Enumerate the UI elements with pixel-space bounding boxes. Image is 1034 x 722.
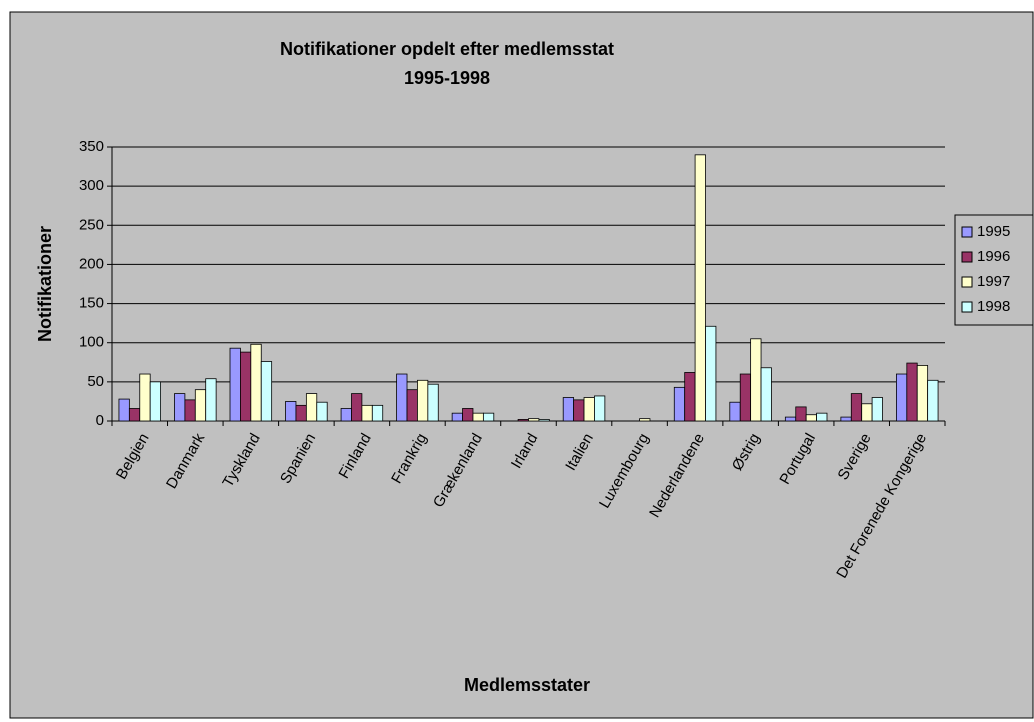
bar [184, 399, 196, 422]
bar [250, 343, 262, 422]
bar [240, 351, 252, 422]
y-axis-title: Notifikationer [35, 226, 55, 342]
bar [285, 401, 297, 422]
bar [573, 399, 585, 422]
bar [673, 386, 686, 422]
bar [871, 397, 883, 422]
bar [816, 412, 828, 422]
bar [927, 379, 939, 422]
bar [805, 414, 817, 422]
legend-label: 1998 [977, 298, 1010, 315]
bar [295, 404, 307, 422]
bar [861, 403, 873, 422]
bar [538, 419, 550, 422]
bar [896, 373, 908, 422]
x-axis-title: Medlemsstater [464, 675, 590, 695]
y-tick-label: 100 [79, 334, 104, 351]
legend-label: 1997 [977, 273, 1010, 290]
y-tick-label: 300 [79, 177, 104, 194]
bar [739, 373, 752, 422]
bar [139, 373, 151, 422]
bar [517, 419, 529, 422]
legend-swatch [961, 301, 973, 313]
bar [694, 154, 706, 422]
legend-swatch [961, 251, 973, 263]
bar [906, 362, 918, 422]
bar [750, 338, 762, 422]
bar [639, 418, 651, 422]
bar [784, 416, 797, 422]
bar [427, 383, 439, 422]
bar [684, 372, 696, 422]
bar [340, 408, 352, 422]
bar [916, 365, 929, 422]
bar [118, 398, 130, 422]
bar [174, 393, 186, 422]
bar [406, 389, 418, 422]
y-tick-label: 250 [79, 216, 104, 233]
bar [528, 418, 540, 422]
bar [760, 367, 772, 422]
chart-title: Notifikationer opdelt efter medlemsstat [280, 39, 614, 59]
bar [705, 325, 717, 422]
bar [795, 406, 807, 422]
bar [371, 404, 384, 422]
legend-swatch [961, 276, 973, 288]
bar [396, 373, 408, 422]
bar [729, 401, 741, 422]
bar [149, 381, 161, 422]
chart-subtitle: 1995-1998 [404, 68, 490, 88]
y-tick-label: 200 [79, 255, 104, 272]
bar [583, 397, 595, 422]
bar [417, 379, 429, 422]
chart-area [9, 11, 1034, 719]
bar [305, 393, 318, 422]
bar [562, 397, 575, 422]
bar [462, 408, 474, 422]
bar [361, 404, 373, 422]
bar [840, 416, 852, 422]
y-tick-label: 350 [79, 138, 104, 155]
bar [205, 378, 217, 422]
legend-swatch [961, 226, 973, 238]
y-tick-label: 0 [96, 412, 104, 429]
legend-label: 1995 [977, 223, 1010, 240]
bar [194, 389, 207, 422]
bar [316, 401, 328, 422]
y-tick-label: 150 [79, 295, 104, 312]
bar [229, 347, 241, 422]
bar [260, 361, 273, 422]
bar [594, 395, 606, 422]
bar [451, 412, 463, 422]
y-tick-label: 50 [87, 373, 104, 390]
bar [128, 408, 141, 422]
bar [351, 393, 363, 422]
legend-label: 1996 [977, 248, 1010, 265]
bar [850, 393, 863, 422]
bar [482, 412, 495, 422]
bar [472, 412, 484, 422]
